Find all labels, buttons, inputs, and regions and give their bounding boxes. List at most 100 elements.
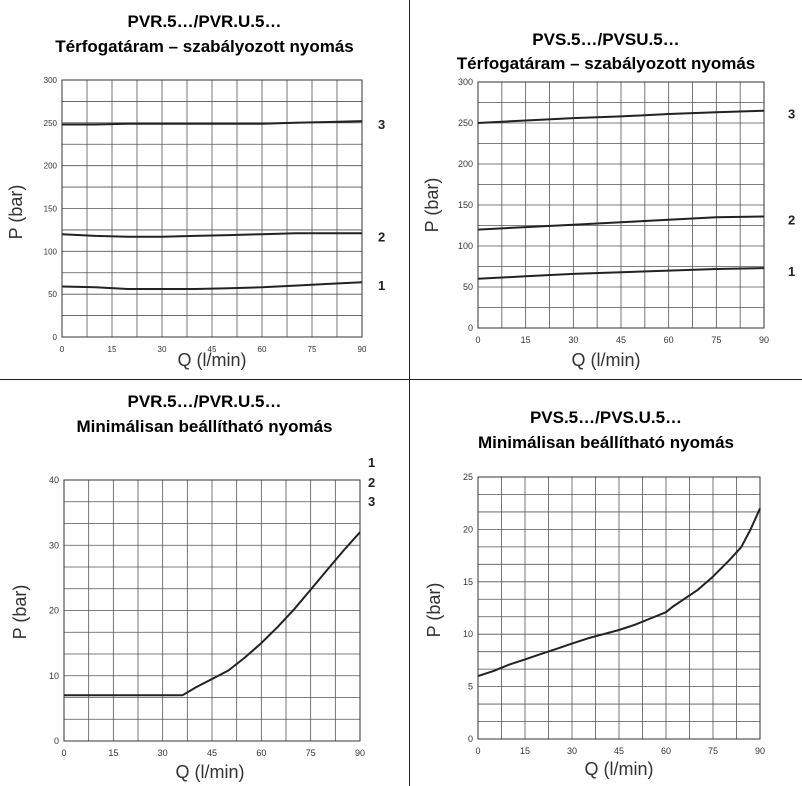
y-axis-label: P (bar) bbox=[10, 585, 30, 640]
y-tick-label: 0 bbox=[468, 323, 473, 333]
series-line bbox=[62, 120, 363, 126]
series-line bbox=[61, 281, 363, 290]
vertical-divider bbox=[409, 0, 410, 786]
chart-min-pressure-pvr: 0 10 20 30 40 0 15 30 45 60 75 90 P (bar) Q (l/min) 1 2… bbox=[10, 455, 375, 782]
y-tick-label: 150 bbox=[44, 205, 58, 214]
y-tick-label: 100 bbox=[458, 241, 473, 251]
plot-frame bbox=[477, 81, 765, 329]
y-tick-label: 20 bbox=[49, 606, 59, 616]
x-tick-label: 30 bbox=[158, 345, 167, 354]
x-tick-label: 30 bbox=[567, 746, 577, 756]
y-axis-label: P (bar) bbox=[424, 583, 444, 638]
plot-frame bbox=[63, 479, 361, 742]
x-tick-label: 15 bbox=[108, 748, 118, 758]
y-tick-label: 10 bbox=[49, 671, 59, 681]
series-label: 3 bbox=[368, 494, 375, 509]
y-tick-label: 5 bbox=[468, 682, 473, 692]
y-tick-label: 250 bbox=[44, 119, 58, 128]
x-tick-label: 0 bbox=[60, 345, 65, 354]
horizontal-divider bbox=[0, 379, 802, 380]
x-tick-label: 0 bbox=[61, 748, 66, 758]
series-line bbox=[477, 109, 765, 124]
y-tick-label: 50 bbox=[48, 290, 57, 299]
x-tick-label: 60 bbox=[258, 345, 267, 354]
panel-top-right: PVS.5…/PVSU.5… Térfogatáram – szabályozo… bbox=[410, 0, 802, 379]
x-tick-label: 90 bbox=[355, 748, 365, 758]
panel-title-line1: PVS.5…/PVS.U.5… bbox=[529, 408, 683, 427]
panel-title-line1: PVS.5…/PVSU.5… bbox=[532, 30, 680, 49]
x-tick-label: 45 bbox=[207, 748, 217, 758]
y-tick-label: 15 bbox=[463, 577, 473, 587]
y-axis-label: P (bar) bbox=[422, 178, 442, 233]
y-tick-label: 200 bbox=[458, 159, 473, 169]
y-tick-label: 100 bbox=[44, 247, 58, 256]
x-tick-label: 75 bbox=[711, 335, 721, 345]
chart-flow-pressure-pvr: 0 50 100 150 200 250 300 0 15 30 45 60 75 90 P (bar) Q … bbox=[6, 76, 385, 370]
x-axis-label: Q (l/min) bbox=[572, 350, 641, 370]
x-tick-label: 60 bbox=[664, 335, 674, 345]
plot-frame bbox=[477, 476, 761, 740]
series-line bbox=[477, 267, 765, 280]
series-line bbox=[477, 507, 761, 678]
y-tick-label: 0 bbox=[53, 333, 58, 342]
y-tick-label: 25 bbox=[463, 472, 473, 482]
panel-title-line2: Térfogatáram – szabályozott nyomás bbox=[55, 37, 354, 56]
panel-bottom-right: PVS.5…/PVS.U.5… Minimálisan beállítható … bbox=[410, 380, 802, 786]
series-label: 2 bbox=[788, 212, 795, 227]
y-tick-label: 200 bbox=[44, 162, 58, 171]
chart-min-pressure-pvs: 0 5 10 15 20 25 0 15 30 45 60 75 90 P (bar) Q (l/min) bbox=[424, 472, 765, 779]
y-axis-label: P (bar) bbox=[6, 185, 26, 240]
chart-flow-pressure-pvs: 0 50 100 150 200 250 300 0 15 30 45 60 75 90 P (bar) Q … bbox=[422, 77, 795, 370]
x-tick-label: 30 bbox=[158, 748, 168, 758]
x-tick-label: 75 bbox=[308, 345, 317, 354]
x-tick-label: 90 bbox=[358, 345, 367, 354]
x-tick-label: 60 bbox=[661, 746, 671, 756]
x-tick-label: 0 bbox=[475, 335, 480, 345]
y-tick-label: 40 bbox=[49, 475, 59, 485]
y-tick-label: 0 bbox=[468, 734, 473, 744]
panel-title-line1: PVR.5…/PVR.U.5… bbox=[127, 12, 282, 31]
x-tick-label: 15 bbox=[108, 345, 117, 354]
panel-title-line2: Minimálisan beállítható nyomás bbox=[76, 417, 333, 436]
series-label: 1 bbox=[378, 278, 385, 293]
x-tick-label: 45 bbox=[616, 335, 626, 345]
x-tick-label: 75 bbox=[306, 748, 316, 758]
series-label: 1 bbox=[788, 264, 795, 279]
x-tick-label: 90 bbox=[759, 335, 769, 345]
series-line bbox=[61, 232, 362, 238]
panel-title-line2: Térfogatáram – szabályozott nyomás bbox=[456, 54, 756, 73]
y-tick-label: 150 bbox=[458, 200, 473, 210]
panel-title-line1: PVR.5…/PVR.U.5… bbox=[127, 392, 282, 411]
x-tick-label: 45 bbox=[208, 345, 217, 354]
series-line bbox=[477, 215, 765, 231]
panel-top-left: PVR.5…/PVR.U.5… Térfogatáram – szabályoz… bbox=[0, 0, 409, 379]
series-label: 1 bbox=[368, 455, 375, 470]
series-label: 3 bbox=[788, 107, 795, 122]
y-tick-label: 300 bbox=[44, 76, 58, 85]
x-axis-label: Q (l/min) bbox=[178, 350, 247, 370]
series-line bbox=[64, 531, 361, 697]
series-label: 2 bbox=[368, 475, 375, 490]
series-label: 3 bbox=[378, 117, 385, 132]
x-tick-label: 30 bbox=[568, 335, 578, 345]
y-tick-label: 50 bbox=[463, 282, 473, 292]
x-tick-label: 60 bbox=[256, 748, 266, 758]
y-tick-label: 250 bbox=[458, 118, 473, 128]
x-tick-label: 45 bbox=[614, 746, 624, 756]
x-tick-label: 15 bbox=[520, 746, 530, 756]
plot-frame bbox=[61, 79, 363, 338]
panel-title-line2: Minimálisan beállítható nyomás bbox=[477, 433, 734, 452]
x-tick-label: 90 bbox=[755, 746, 765, 756]
x-tick-label: 0 bbox=[475, 746, 480, 756]
x-axis-label: Q (l/min) bbox=[585, 759, 654, 779]
y-tick-label: 10 bbox=[463, 629, 473, 639]
y-tick-label: 20 bbox=[463, 524, 473, 534]
y-tick-label: 0 bbox=[54, 736, 59, 746]
x-tick-label: 75 bbox=[708, 746, 718, 756]
x-tick-label: 15 bbox=[521, 335, 531, 345]
series-label: 2 bbox=[378, 229, 385, 244]
y-tick-label: 300 bbox=[458, 77, 473, 87]
y-tick-label: 30 bbox=[49, 540, 59, 550]
x-axis-label: Q (l/min) bbox=[176, 762, 245, 782]
panel-bottom-left: PVR.5…/PVR.U.5… Minimálisan beállítható … bbox=[0, 380, 409, 786]
